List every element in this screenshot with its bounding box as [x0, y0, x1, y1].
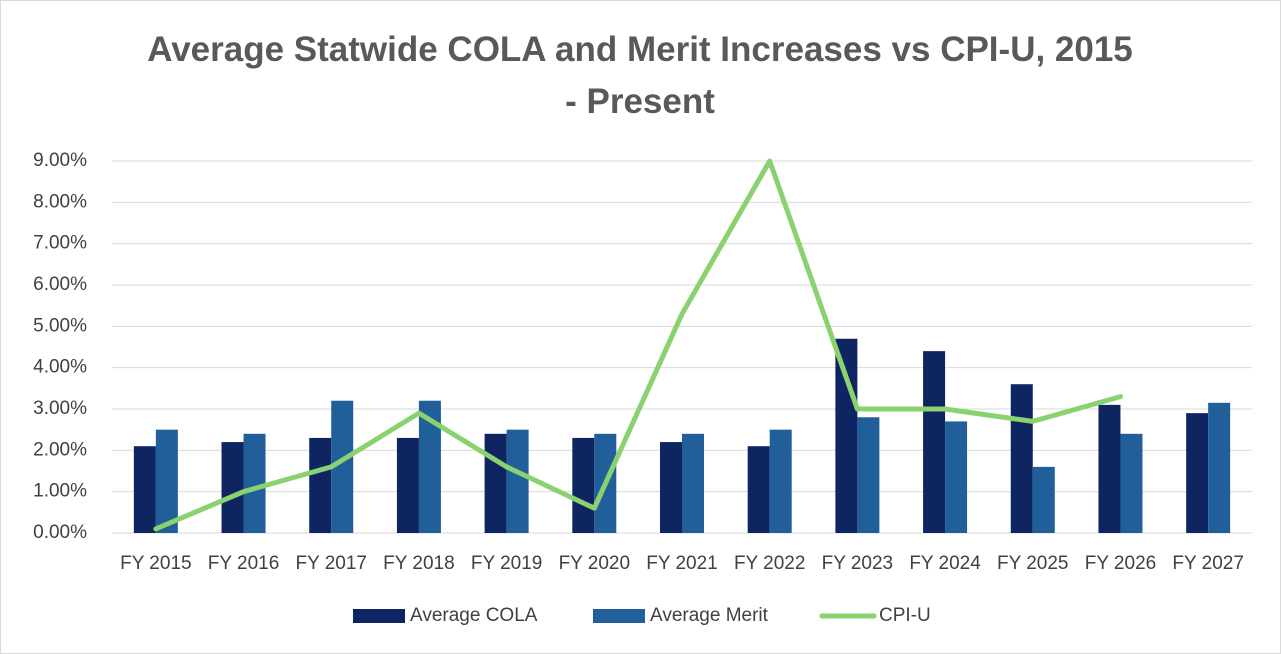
x-tick-label: FY 2021 [646, 553, 717, 574]
y-tick-label: 9.00% [33, 150, 87, 171]
bar [682, 433, 704, 533]
bar [1208, 402, 1231, 533]
x-tick-label: FY 2015 [120, 553, 191, 574]
bar [1120, 433, 1143, 533]
bar [1186, 413, 1209, 533]
bar [945, 421, 968, 533]
bar [660, 442, 682, 533]
x-tick-label: FY 2016 [208, 553, 279, 574]
x-tick-label: FY 2023 [822, 553, 893, 574]
bar [243, 433, 266, 533]
bar [1098, 404, 1121, 533]
y-tick-label: 8.00% [33, 191, 87, 212]
x-tick-label: FY 2027 [1172, 553, 1243, 574]
x-tick-label: FY 2025 [997, 553, 1068, 574]
bar [155, 429, 178, 533]
bar [857, 417, 880, 533]
bar [309, 437, 332, 533]
bar [133, 446, 156, 533]
chart-title: Average Statwide COLA and Merit Increase… [147, 30, 1133, 121]
bar [331, 400, 354, 533]
y-tick-label: 3.00% [33, 398, 87, 419]
bar [1032, 466, 1055, 533]
bar [835, 338, 858, 533]
x-tick-label: FY 2020 [559, 553, 630, 574]
bar [484, 433, 507, 533]
y-tick-label: 7.00% [33, 233, 87, 254]
bar [923, 351, 946, 533]
legend-label: CPI-U [879, 605, 931, 626]
legend-label: Average Merit [650, 605, 769, 626]
bar [747, 446, 770, 533]
legend-label: Average COLA [410, 605, 538, 626]
x-tick-label: FY 2022 [734, 553, 805, 574]
x-tick-label: FY 2017 [295, 553, 366, 574]
bar [221, 442, 244, 533]
x-tick-label: FY 2026 [1085, 553, 1156, 574]
line [153, 158, 1123, 532]
bar [769, 429, 792, 533]
y-tick-label: 2.00% [33, 439, 87, 460]
y-tick-label: 4.00% [33, 357, 87, 378]
bar [1010, 384, 1033, 533]
legend-swatch [593, 609, 645, 623]
bar [572, 437, 595, 533]
y-tick-label: 5.00% [33, 315, 87, 336]
x-tick-label: FY 2024 [909, 553, 981, 574]
x-tick-label: FY 2018 [383, 553, 454, 574]
x-tick-label: FY 2019 [471, 553, 542, 574]
legend-swatch [353, 609, 405, 623]
y-tick-label: 1.00% [33, 481, 87, 502]
bar [396, 437, 419, 533]
y-tick-label: 0.00% [33, 522, 87, 543]
bar [506, 429, 529, 533]
bar [418, 400, 441, 533]
y-tick-label: 6.00% [33, 274, 87, 295]
